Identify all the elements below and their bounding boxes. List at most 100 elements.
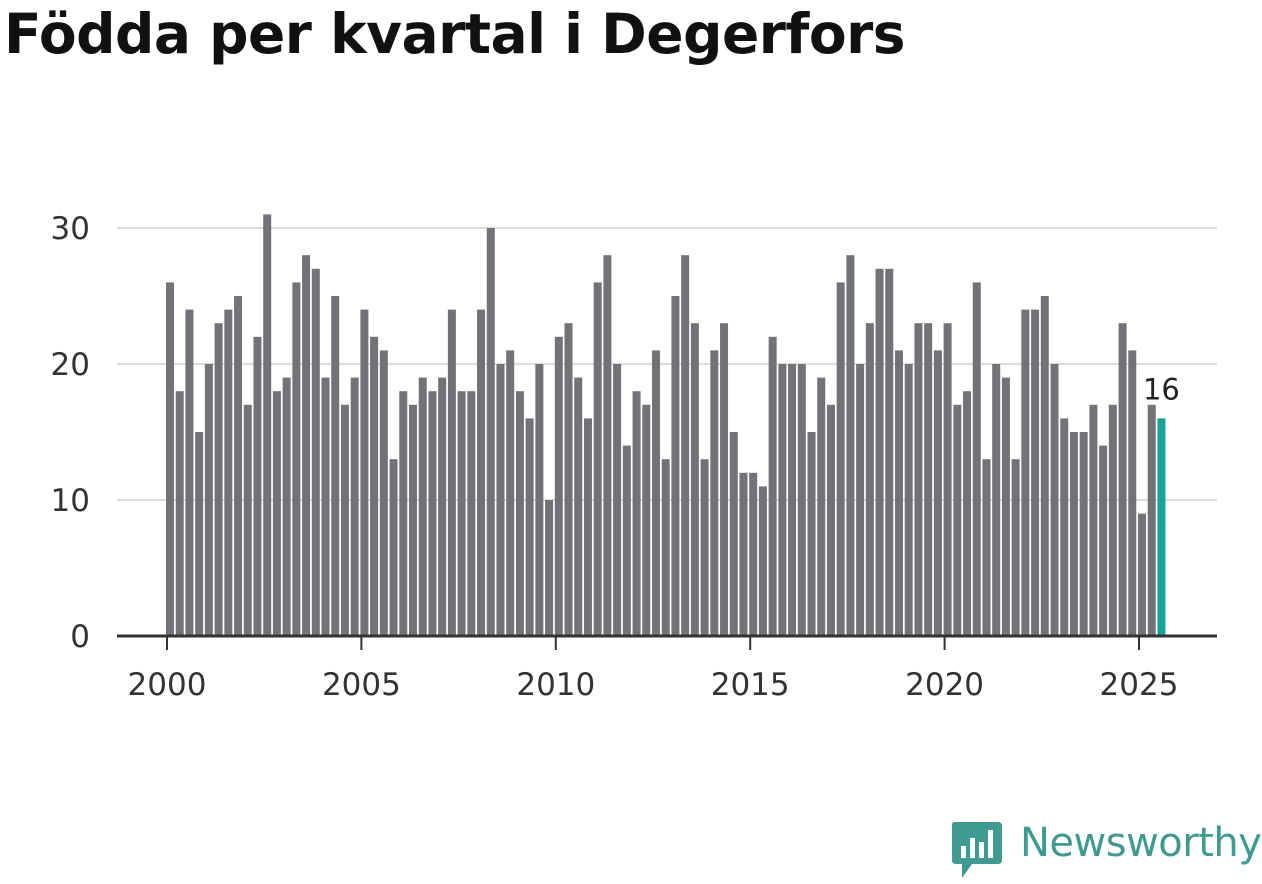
bar [1118,323,1127,636]
bar [904,364,913,636]
bars [166,214,1166,636]
bar [690,323,699,636]
bar [1011,459,1020,636]
bar [1040,296,1049,636]
bar [1099,445,1108,636]
bar [953,404,962,636]
bar [243,404,252,636]
bar [195,432,204,636]
bar [943,323,952,636]
bar [486,228,495,636]
bar [1138,513,1146,636]
x-axis-ticks: 2000 2005 2010 2015 2020 2025 [128,636,1179,703]
bar [914,323,923,636]
bar [360,309,369,636]
bar [846,255,855,636]
y-tick-label: 30 [51,211,90,247]
bar [826,404,835,636]
chart-title: Födda per kvartal i Degerfors [4,2,905,66]
bar [185,309,194,636]
bar [214,323,223,636]
bar-latest [1157,418,1166,636]
bar [622,445,631,636]
bar [418,377,427,636]
bar [564,323,573,636]
bar [1079,432,1088,636]
bar [681,255,690,636]
bar [253,336,262,636]
bar [788,364,797,636]
bar [350,377,359,636]
bar [399,391,408,636]
latest-value-label: 16 [1143,372,1180,406]
bar [642,404,651,636]
bar [447,309,456,636]
bar [321,377,330,636]
bar [593,282,602,636]
bar [583,418,592,636]
bar [1108,404,1117,636]
bar [224,309,233,636]
bar [1050,364,1059,636]
bar [758,486,767,636]
newsworthy-logo-text: Newsworthy [1020,820,1262,866]
bar [282,377,291,636]
bar [506,350,515,636]
bar [1031,309,1040,636]
bar [545,500,554,636]
bar [438,377,447,636]
bar [515,391,524,636]
bar [836,282,845,636]
bar [272,391,281,636]
bar [933,350,942,636]
bar [1001,377,1010,636]
bar [234,296,243,636]
bar [204,364,213,636]
bar [856,364,865,636]
bar [554,336,563,636]
bar [632,391,641,636]
bar [885,268,894,636]
bar [797,364,806,636]
bar [525,418,534,636]
x-tick-label: 2020 [905,667,984,703]
bar [175,391,184,636]
bar [1147,404,1156,636]
bar [603,255,612,636]
x-tick-label: 2015 [711,667,790,703]
bar [895,350,903,636]
bar [729,432,738,636]
x-tick-label: 2000 [128,667,207,703]
bar [807,432,816,636]
bar [370,336,379,636]
bar [720,323,729,636]
bar [671,296,680,636]
bar [924,323,933,636]
bar [739,472,748,636]
bar [263,214,272,636]
bar [778,364,787,636]
x-tick-label: 2005 [322,667,401,703]
bar [379,350,388,636]
newsworthy-logo[interactable]: Newsworthy [950,820,1262,880]
bar [428,391,437,636]
bar [1060,418,1069,636]
bar [302,255,311,636]
bar [700,459,709,636]
bar [477,309,486,636]
bar [749,472,758,636]
x-tick-label: 2025 [1100,667,1179,703]
bar [331,296,340,636]
bar [467,391,476,636]
bar [982,459,991,636]
bar [574,377,583,636]
x-tick-label: 2010 [516,667,595,703]
bar [1089,404,1098,636]
newsworthy-logo-icon [952,822,1002,878]
bar [710,350,719,636]
bar [1069,432,1078,636]
y-tick-label: 20 [51,347,90,383]
bar [613,364,622,636]
bar [535,364,544,636]
